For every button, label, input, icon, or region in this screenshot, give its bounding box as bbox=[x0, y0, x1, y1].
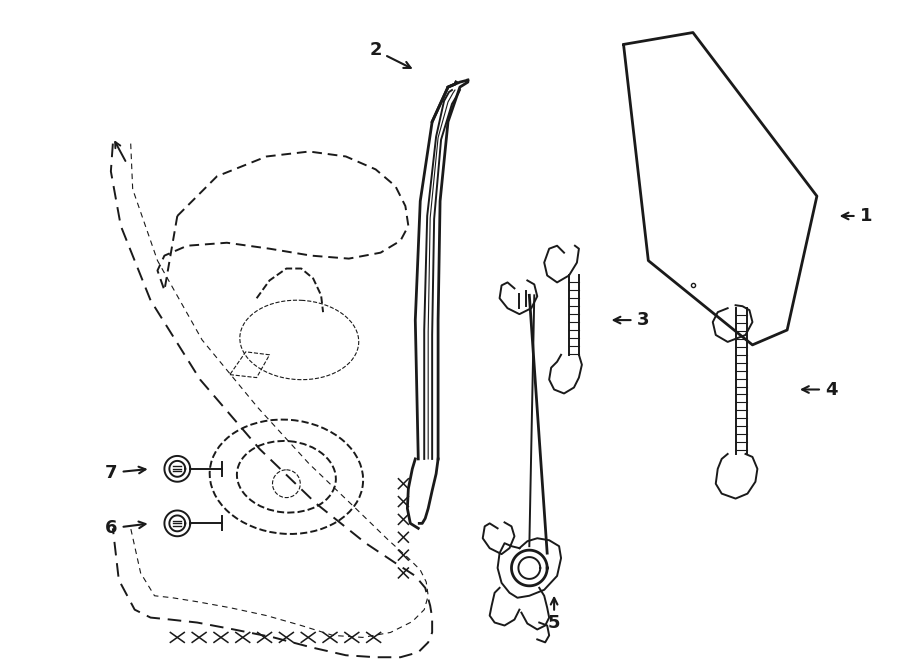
Text: 7: 7 bbox=[104, 464, 117, 482]
Text: 4: 4 bbox=[825, 381, 838, 399]
Text: 2: 2 bbox=[369, 41, 382, 60]
Text: 3: 3 bbox=[637, 311, 650, 329]
Text: 6: 6 bbox=[104, 519, 117, 538]
Text: 5: 5 bbox=[548, 614, 561, 632]
Text: 1: 1 bbox=[860, 207, 873, 225]
